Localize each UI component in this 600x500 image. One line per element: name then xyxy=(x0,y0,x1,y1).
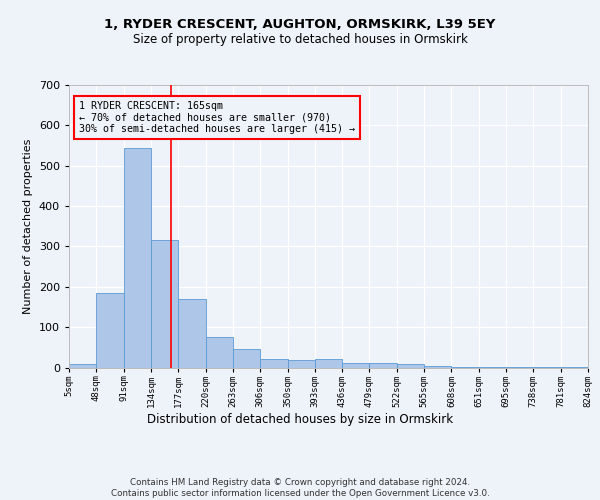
Bar xyxy=(397,364,424,368)
Bar xyxy=(97,293,124,368)
Text: Distribution of detached houses by size in Ormskirk: Distribution of detached houses by size … xyxy=(147,412,453,426)
Y-axis label: Number of detached properties: Number of detached properties xyxy=(23,138,33,314)
Bar xyxy=(479,366,506,368)
Bar xyxy=(342,364,370,368)
Bar xyxy=(69,364,97,368)
Bar xyxy=(260,360,287,368)
Bar xyxy=(124,148,151,368)
Bar xyxy=(370,364,397,368)
Bar xyxy=(287,360,315,368)
Text: Size of property relative to detached houses in Ormskirk: Size of property relative to detached ho… xyxy=(133,32,467,46)
Bar xyxy=(424,366,451,368)
Bar xyxy=(451,366,479,368)
Bar xyxy=(206,337,233,368)
Bar xyxy=(178,299,206,368)
Bar xyxy=(151,240,178,368)
Bar xyxy=(315,360,342,368)
Bar xyxy=(233,350,260,368)
Text: 1, RYDER CRESCENT, AUGHTON, ORMSKIRK, L39 5EY: 1, RYDER CRESCENT, AUGHTON, ORMSKIRK, L3… xyxy=(104,18,496,30)
Text: Contains HM Land Registry data © Crown copyright and database right 2024.
Contai: Contains HM Land Registry data © Crown c… xyxy=(110,478,490,498)
Text: 1 RYDER CRESCENT: 165sqm
← 70% of detached houses are smaller (970)
30% of semi-: 1 RYDER CRESCENT: 165sqm ← 70% of detach… xyxy=(79,101,355,134)
